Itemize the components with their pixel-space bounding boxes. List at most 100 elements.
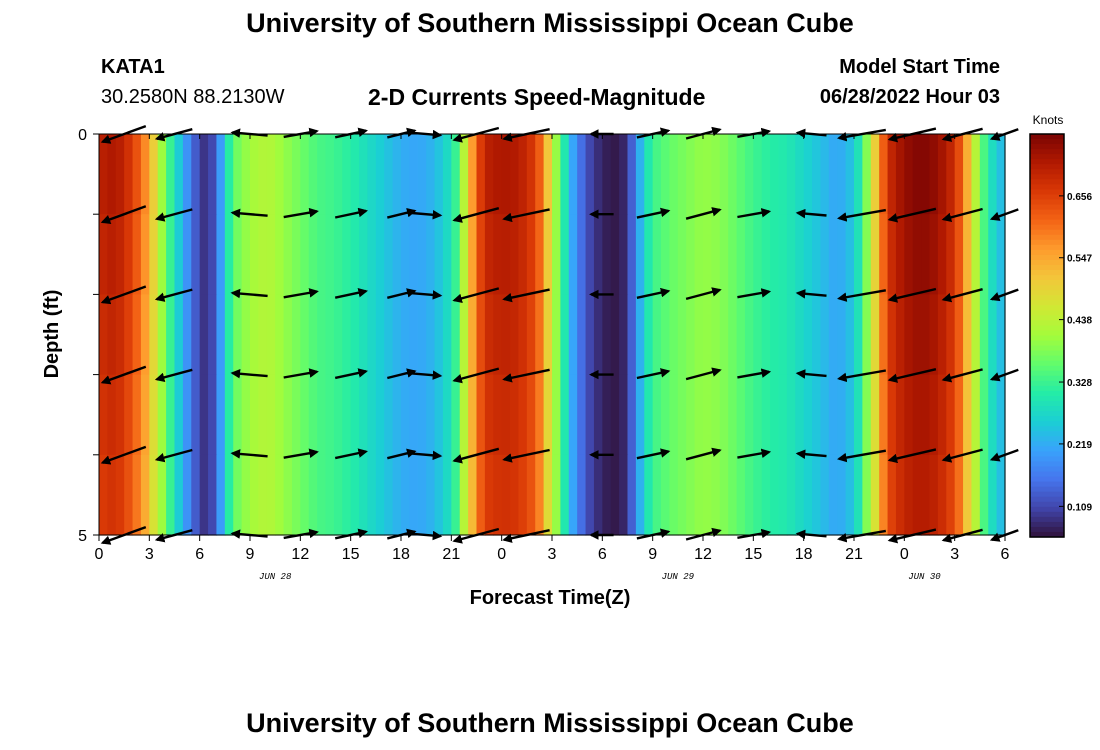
heatmap-cell xyxy=(761,454,771,536)
heatmap-cell xyxy=(359,294,369,376)
x-tick-label: 0 xyxy=(95,546,104,563)
heatmap-cell xyxy=(778,214,788,295)
heatmap-cell xyxy=(744,374,754,456)
heatmap-cell xyxy=(761,134,771,215)
heatmap-cell xyxy=(501,294,511,376)
heatmap-cell xyxy=(770,374,780,456)
heatmap-cell xyxy=(895,294,905,376)
heatmap-cell xyxy=(384,374,394,456)
heatmap-cell xyxy=(99,374,108,456)
heatmap-cell xyxy=(778,374,788,456)
heatmap-cell xyxy=(115,214,125,295)
heatmap-cell xyxy=(442,134,452,215)
heatmap-cell xyxy=(384,454,394,536)
heatmap-cell xyxy=(275,134,285,215)
current-vector-arrow xyxy=(154,288,193,302)
x-tick-label: 6 xyxy=(1001,546,1010,563)
heatmap-cell xyxy=(401,374,410,456)
heatmap-cell xyxy=(140,454,150,536)
heatmap-cell xyxy=(694,134,704,215)
heatmap-cell xyxy=(828,134,838,215)
heatmap-cell xyxy=(442,374,452,456)
heatmap-cell xyxy=(392,214,402,295)
heatmap-cell xyxy=(476,374,486,456)
heatmap-cell xyxy=(342,294,352,376)
heatmap-cell xyxy=(661,374,671,456)
day-label: JUN 28 xyxy=(259,572,292,582)
heatmap-cell xyxy=(577,454,587,536)
heatmap-cell xyxy=(459,214,469,295)
heatmap-cell xyxy=(451,374,461,456)
heatmap-cell xyxy=(459,294,469,376)
heatmap-cell xyxy=(929,294,939,376)
current-vector-arrow xyxy=(636,448,671,460)
colorbar-swatch xyxy=(1030,365,1064,372)
heatmap-cell xyxy=(107,214,117,295)
heatmap-cell xyxy=(275,294,285,376)
colorbar-swatch xyxy=(1030,300,1064,306)
current-vector-arrow xyxy=(685,287,722,301)
heatmap-cell xyxy=(476,294,486,376)
heatmap-cell xyxy=(342,454,352,536)
colorbar-swatch xyxy=(1030,375,1064,382)
heatmap-cell xyxy=(686,454,696,536)
heatmap-cell xyxy=(493,134,503,215)
heatmap-cell xyxy=(241,214,251,295)
heatmap-cell xyxy=(191,214,201,295)
x-tick-label: 9 xyxy=(246,546,255,563)
heatmap-cell xyxy=(627,454,637,536)
heatmap-cell xyxy=(543,134,553,215)
heatmap-cell xyxy=(912,134,922,215)
colorbar-swatch xyxy=(1030,390,1064,397)
colorbar-swatch xyxy=(1030,330,1064,337)
heatmap-cell xyxy=(652,134,662,215)
heatmap-cell xyxy=(107,134,117,215)
x-tick-label: 3 xyxy=(950,546,959,563)
colorbar-swatch xyxy=(1030,154,1064,160)
heatmap-cell xyxy=(359,374,369,456)
heatmap-cell xyxy=(694,294,704,376)
heatmap-cell xyxy=(300,214,310,295)
heatmap-cell xyxy=(635,134,645,215)
current-vector-arrow xyxy=(795,369,827,379)
heatmap-cell xyxy=(275,214,285,295)
current-vector-arrow xyxy=(887,448,937,464)
heatmap-cell xyxy=(266,374,276,456)
heatmap-cell xyxy=(149,134,159,215)
heatmap-cell xyxy=(971,214,981,295)
heatmap-cell xyxy=(300,134,310,215)
colorbar-swatch xyxy=(1030,164,1064,170)
colorbar-swatch xyxy=(1030,406,1064,412)
heatmap-cell xyxy=(526,294,536,376)
heatmap-cell xyxy=(854,214,863,295)
colorbar-swatch xyxy=(1030,139,1064,145)
colorbar-swatch xyxy=(1030,254,1064,261)
heatmap-cell xyxy=(241,294,251,376)
heatmap-cell xyxy=(132,454,142,536)
colorbar-swatch xyxy=(1030,426,1064,432)
heatmap-cell xyxy=(308,374,318,456)
heatmap-cell xyxy=(988,134,998,215)
heatmap-cell xyxy=(535,214,545,295)
heatmap-cell xyxy=(333,294,343,376)
heatmap-cell xyxy=(711,374,721,456)
colorbar-swatch xyxy=(1030,461,1064,468)
heatmap-cell xyxy=(208,294,218,376)
heatmap-cell xyxy=(367,294,377,376)
heatmap-cell xyxy=(543,294,553,376)
heatmap-cell xyxy=(342,134,352,215)
heatmap-cell xyxy=(174,294,184,376)
heatmap-cell xyxy=(484,454,494,536)
heatmap-cell xyxy=(174,134,184,215)
heatmap-cell xyxy=(157,294,167,376)
heatmap-cell xyxy=(619,214,629,295)
x-tick-label: 9 xyxy=(648,546,657,563)
current-vector-arrow xyxy=(887,287,937,303)
current-vector-arrow xyxy=(837,449,887,463)
heatmap-cell xyxy=(124,454,134,536)
heatmap-cell xyxy=(166,294,176,376)
heatmap-cell xyxy=(560,374,570,456)
heatmap-cell xyxy=(887,374,897,456)
current-vector-arrow xyxy=(100,445,147,465)
heatmap-cell xyxy=(828,454,838,536)
